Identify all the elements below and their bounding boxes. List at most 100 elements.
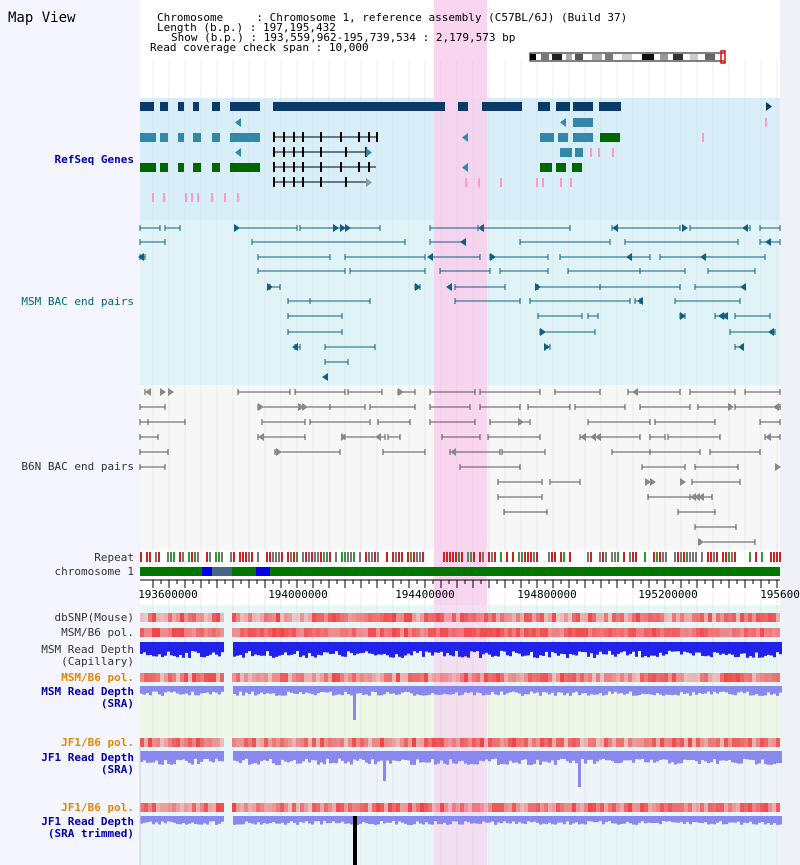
jf1-sra-depth-bar[interactable] bbox=[233, 751, 236, 761]
msm-capillary-depth-bar[interactable] bbox=[545, 642, 548, 652]
msm-capillary-depth-bar[interactable] bbox=[260, 642, 263, 656]
jf1-trimmed-depth-bar[interactable] bbox=[599, 816, 602, 821]
msm-sra-depth-bar[interactable] bbox=[467, 686, 470, 694]
repeat-element[interactable] bbox=[377, 552, 379, 562]
dbsnp-cell[interactable] bbox=[348, 613, 352, 622]
msm-sra-depth-bar[interactable] bbox=[302, 686, 305, 695]
dbsnp-cell[interactable] bbox=[716, 613, 720, 622]
repeat-element[interactable] bbox=[629, 552, 631, 562]
jf1-b6-pol-cell[interactable] bbox=[328, 738, 332, 747]
msm-bac-end-arrow[interactable] bbox=[544, 343, 550, 351]
msm-sra-depth-bar[interactable] bbox=[338, 686, 341, 695]
jf1-b6-pol-cell[interactable] bbox=[416, 803, 420, 812]
jf1-b6-pol-cell[interactable] bbox=[316, 803, 320, 812]
jf1-trimmed-depth-bar[interactable] bbox=[461, 816, 464, 825]
jf1-sra-depth-bar[interactable] bbox=[509, 751, 512, 761]
msm-capillary-depth-bar[interactable] bbox=[569, 642, 572, 655]
dbsnp-cell[interactable] bbox=[204, 613, 208, 622]
msm-b6-pol-cell[interactable] bbox=[636, 628, 640, 637]
msm-b6-pol-cell[interactable] bbox=[300, 673, 304, 682]
msm-b6-pol-cell[interactable] bbox=[472, 628, 476, 637]
jf1-b6-pol-cell[interactable] bbox=[320, 803, 324, 812]
jf1-trimmed-depth-bar[interactable] bbox=[620, 816, 623, 825]
gene-block-navy[interactable] bbox=[482, 102, 522, 111]
jf1-trimmed-depth-bar[interactable] bbox=[572, 816, 575, 824]
jf1-b6-pol-cell[interactable] bbox=[252, 738, 256, 747]
gene-block-navy[interactable] bbox=[193, 102, 199, 111]
jf1-b6-pol-cell[interactable] bbox=[508, 803, 512, 812]
b6n-bac-end-arrow[interactable] bbox=[645, 478, 651, 486]
msm-capillary-depth-bar[interactable] bbox=[509, 642, 512, 657]
msm-b6-pol-cell[interactable] bbox=[320, 628, 324, 637]
b6n-bac-end-arrow[interactable] bbox=[775, 463, 781, 471]
dbsnp-cell[interactable] bbox=[504, 613, 508, 622]
dbsnp-cell[interactable] bbox=[736, 613, 740, 622]
repeat-element[interactable] bbox=[530, 552, 532, 562]
msm-b6-pol-cell[interactable] bbox=[192, 628, 196, 637]
jf1-sra-depth-bar[interactable] bbox=[755, 751, 758, 765]
jf1-sra-depth-bar[interactable] bbox=[719, 751, 722, 761]
msm-sra-depth-bar[interactable] bbox=[530, 686, 533, 692]
jf1-b6-pol-cell[interactable] bbox=[300, 803, 304, 812]
jf1-b6-pol-cell[interactable] bbox=[348, 803, 352, 812]
jf1-b6-pol-cell[interactable] bbox=[720, 803, 724, 812]
jf1-trimmed-depth-bar[interactable] bbox=[683, 816, 686, 825]
jf1-sra-depth-bar[interactable] bbox=[284, 751, 287, 762]
jf1-trimmed-depth-bar[interactable] bbox=[719, 816, 722, 822]
dbsnp-cell[interactable] bbox=[220, 613, 224, 622]
msm-bac-end-arrow[interactable] bbox=[340, 224, 346, 232]
msm-b6-pol-cell[interactable] bbox=[376, 673, 380, 682]
gene-block-teal[interactable] bbox=[193, 133, 201, 142]
jf1-b6-pol-cell[interactable] bbox=[384, 738, 388, 747]
repeat-element[interactable] bbox=[251, 552, 253, 562]
msm-sra-depth-bar[interactable] bbox=[716, 686, 719, 694]
msm-capillary-depth-bar[interactable] bbox=[359, 642, 362, 654]
jf1-sra-depth-bar[interactable] bbox=[299, 751, 302, 764]
dbsnp-cell[interactable] bbox=[432, 613, 436, 622]
msm-sra-depth-bar[interactable] bbox=[692, 686, 695, 693]
msm-sra-depth-bar[interactable] bbox=[536, 686, 539, 693]
jf1-sra-depth-bar[interactable] bbox=[770, 751, 773, 765]
repeat-element[interactable] bbox=[731, 552, 733, 562]
exon-tick[interactable] bbox=[368, 162, 370, 172]
repeat-element[interactable] bbox=[722, 552, 724, 562]
msm-b6-pol-cell[interactable] bbox=[280, 628, 284, 637]
msm-sra-depth-bar[interactable] bbox=[677, 686, 680, 696]
msm-b6-pol-cell[interactable] bbox=[596, 673, 600, 682]
msm-b6-pol-cell[interactable] bbox=[528, 673, 532, 682]
jf1-sra-depth-bar[interactable] bbox=[497, 751, 500, 765]
exon-tick[interactable] bbox=[340, 132, 342, 142]
msm-b6-pol-cell[interactable] bbox=[196, 628, 200, 637]
msm-capillary-depth-bar[interactable] bbox=[407, 642, 410, 654]
jf1-b6-pol-cell[interactable] bbox=[360, 803, 364, 812]
msm-b6-pol-cell[interactable] bbox=[272, 673, 276, 682]
jf1-b6-pol-cell[interactable] bbox=[288, 738, 292, 747]
jf1-b6-pol-cell[interactable] bbox=[684, 738, 688, 747]
msm-sra-depth-bar[interactable] bbox=[215, 686, 218, 693]
jf1-b6-pol-cell[interactable] bbox=[244, 803, 248, 812]
jf1-trimmed-depth-bar[interactable] bbox=[749, 816, 752, 822]
msm-capillary-depth-bar[interactable] bbox=[377, 642, 380, 655]
msm-b6-pol-cell[interactable] bbox=[380, 628, 384, 637]
gene-block-navy[interactable] bbox=[230, 102, 260, 111]
msm-b6-pol-cell[interactable] bbox=[476, 673, 480, 682]
msm-capillary-depth-bar[interactable] bbox=[614, 642, 617, 657]
jf1-b6-pol-cell[interactable] bbox=[528, 738, 532, 747]
exon-tick[interactable] bbox=[358, 132, 360, 142]
jf1-b6-pol-cell[interactable] bbox=[584, 803, 588, 812]
pink-mark[interactable] bbox=[465, 178, 467, 187]
msm-b6-pol-cell[interactable] bbox=[592, 628, 596, 637]
msm-bac-end-arrow[interactable] bbox=[637, 297, 643, 305]
jf1-b6-pol-cell[interactable] bbox=[444, 803, 448, 812]
repeat-element[interactable] bbox=[488, 552, 490, 562]
jf1-b6-pol-cell[interactable] bbox=[572, 803, 576, 812]
msm-capillary-depth-bar[interactable] bbox=[653, 642, 656, 656]
jf1-trimmed-depth-bar[interactable] bbox=[416, 816, 419, 822]
msm-sra-depth-bar[interactable] bbox=[629, 686, 632, 692]
msm-capillary-depth-bar[interactable] bbox=[500, 642, 503, 651]
repeat-element[interactable] bbox=[716, 552, 718, 562]
jf1-sra-depth-bar[interactable] bbox=[593, 751, 596, 764]
jf1-b6-pol-cell[interactable] bbox=[656, 803, 660, 812]
jf1-trimmed-depth-bar[interactable] bbox=[263, 816, 266, 824]
msm-capillary-depth-bar[interactable] bbox=[182, 642, 185, 658]
